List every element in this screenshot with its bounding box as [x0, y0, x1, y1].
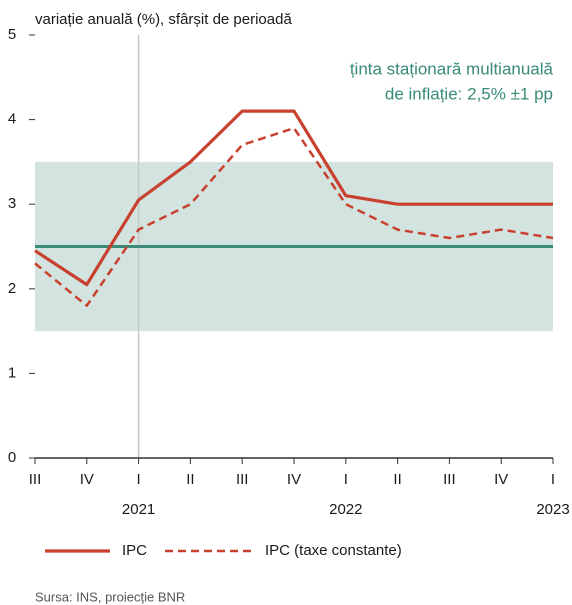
annotation: ținta staționară multianuală: [350, 59, 554, 78]
x-tick-label: IV: [80, 471, 94, 488]
series-line: [34, 109, 553, 287]
y-tick-label: 0: [8, 449, 16, 466]
legend-label: IPC (taxe constante): [265, 542, 402, 559]
y-axis-label: variație anuală (%), sfârșit de perioadă: [35, 11, 292, 28]
year-label: 2022: [329, 501, 362, 518]
x-tick-label: III: [236, 471, 249, 488]
y-tick-label: 3: [8, 195, 16, 212]
x-tick-label: IV: [287, 471, 301, 488]
x-tick-label: IV: [494, 471, 508, 488]
y-tick-label: 1: [8, 364, 16, 381]
y-tick-label: 4: [8, 111, 16, 128]
source: Sursa: INS, proiecție BNR: [35, 589, 185, 604]
x-tick-label: I: [137, 471, 141, 488]
x-tick-label: I: [344, 471, 348, 488]
x-tick-label: I: [551, 471, 555, 488]
x-tick-label: III: [29, 471, 42, 488]
legend-label: IPC: [122, 542, 147, 559]
x-tick-label: II: [186, 471, 194, 488]
y-tick-label: 5: [8, 26, 16, 43]
y-tick-label: 2: [8, 280, 16, 297]
annotation: de inflație: 2,5% ±1 pp: [385, 84, 553, 103]
x-tick-label: II: [393, 471, 401, 488]
x-tick-label: III: [443, 471, 456, 488]
year-label: 2021: [122, 501, 155, 518]
year-label: 2023: [536, 501, 569, 518]
